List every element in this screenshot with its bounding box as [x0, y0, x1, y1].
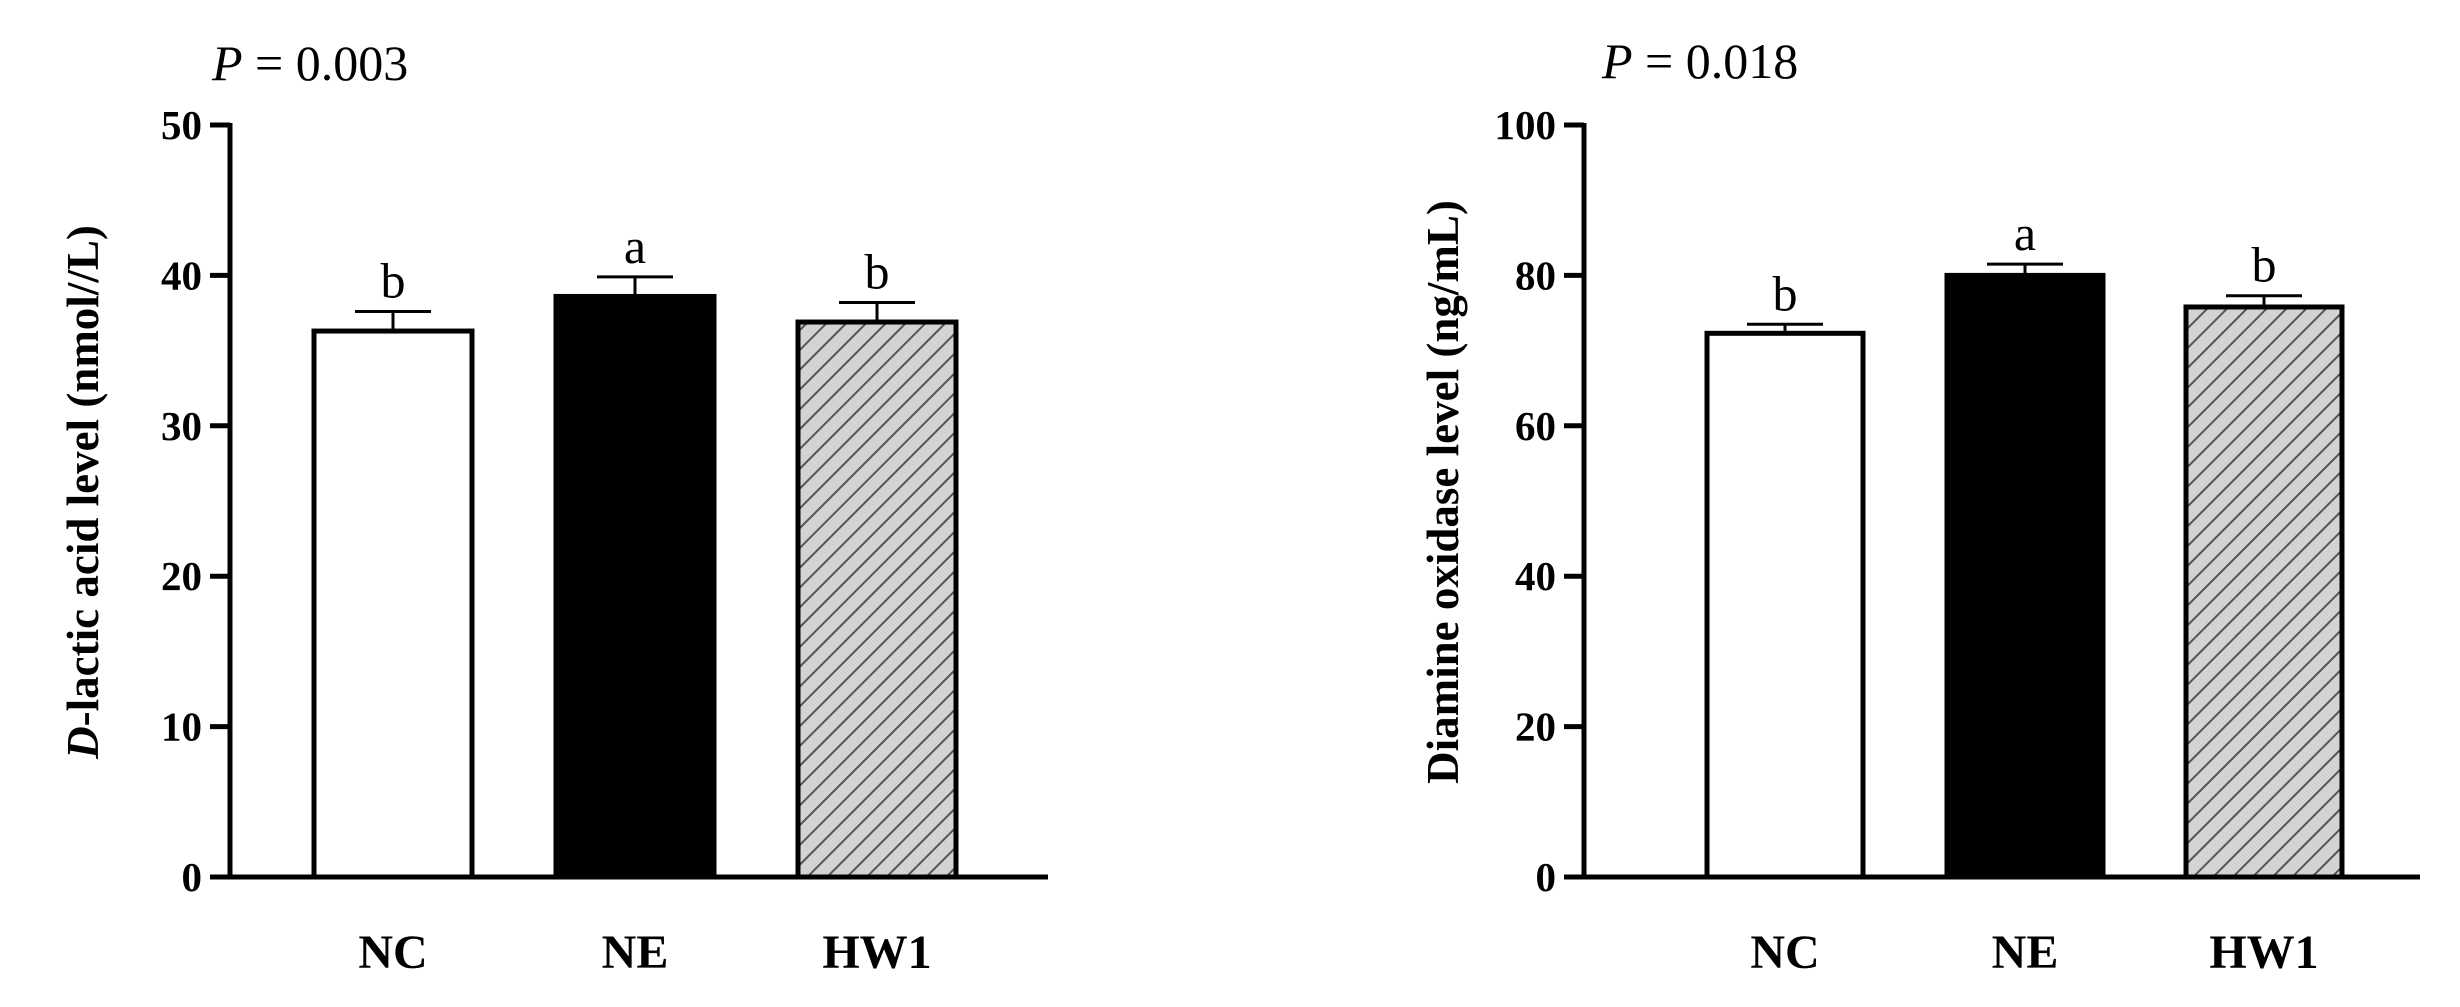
x-tick-label: HW1: [822, 926, 931, 979]
y-tick-label: 60: [1515, 403, 1556, 449]
y-tick-label: 30: [161, 403, 202, 449]
y-tick-label: 80: [1515, 252, 1556, 298]
p-value-label: P = 0.018: [1601, 33, 1798, 89]
y-ticks: 0 10 20 30 40 50: [161, 102, 230, 900]
x-tick-label: NC: [1750, 926, 1819, 979]
y-tick-label: 100: [1495, 102, 1557, 148]
y-tick-label: 50: [161, 102, 202, 148]
significance-letter: b: [865, 243, 890, 299]
significance-letter: b: [2252, 237, 2277, 293]
p-value-label: P = 0.003: [211, 35, 408, 91]
x-tick-label: NE: [602, 926, 669, 979]
bar-ne: [553, 293, 717, 880]
error-bars: [1747, 262, 2302, 334]
x-tick-label: NC: [358, 926, 427, 979]
chart-panel-diamine-oxidase: P = 0.018 Diamine oxidase level (ng/mL) …: [1418, 33, 2420, 979]
y-tick-label: 10: [161, 704, 202, 750]
bar-hw1: [795, 319, 959, 880]
error-bars: [355, 275, 915, 332]
significance-letter: b: [1773, 265, 1798, 321]
bars: [311, 293, 959, 880]
x-tick-label: NE: [1992, 926, 2059, 979]
x-tick-label: HW1: [2209, 926, 2318, 979]
y-tick-label: 40: [161, 252, 202, 298]
bar-nc: [1704, 330, 1866, 880]
y-tick-label: 20: [1515, 704, 1556, 750]
bar-ne: [1944, 272, 2106, 880]
category-labels: NC NE HW1: [1750, 926, 2318, 979]
significance-letter: a: [2014, 205, 2036, 261]
chart-panel-d-lactic-acid: P = 0.003 D-lactic acid level (nmol//L) …: [58, 35, 1048, 979]
y-tick-label: 0: [1536, 854, 1557, 900]
y-axis-label: D-lactic acid level (nmol//L): [58, 225, 108, 760]
y-tick-label: 40: [1515, 553, 1556, 599]
category-labels: NC NE HW1: [358, 926, 931, 979]
bars: [1704, 272, 2345, 880]
y-tick-label: 20: [161, 553, 202, 599]
y-tick-label: 0: [182, 854, 203, 900]
bar-nc: [311, 328, 475, 880]
bar-hw1: [2183, 304, 2345, 880]
significance-letter: a: [624, 218, 646, 274]
y-ticks: 0 20 40 60 80 100: [1495, 102, 1584, 900]
significance-letter: b: [381, 252, 406, 308]
y-axis-label: Diamine oxidase level (ng/mL): [1418, 200, 1468, 784]
significance-letters: b a b: [1773, 205, 2277, 321]
